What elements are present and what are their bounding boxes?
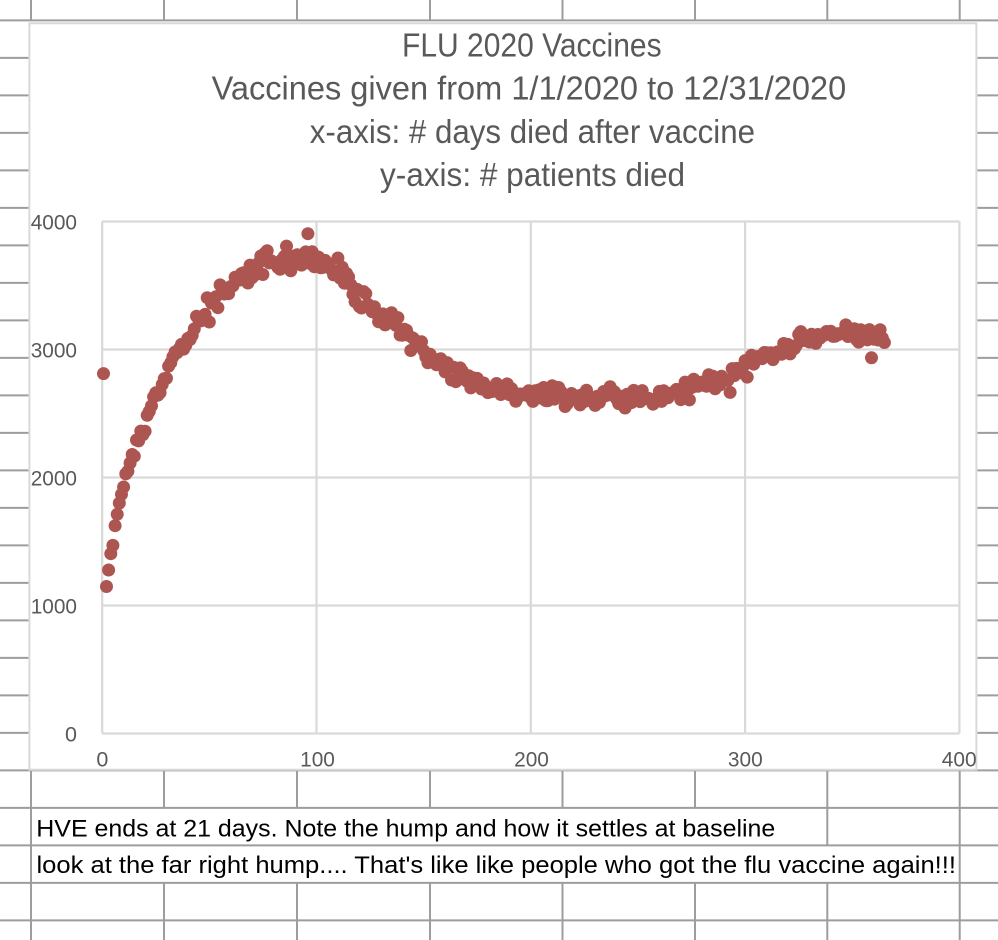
svg-text:3000: 3000 xyxy=(31,339,77,363)
svg-text:HVE ends at 21 days. Note the: HVE ends at 21 days. Note the hump and h… xyxy=(36,816,775,843)
svg-text:400: 400 xyxy=(942,747,977,771)
svg-text:200: 200 xyxy=(514,747,549,771)
svg-text:look at the far right hump....: look at the far right hump.... That's li… xyxy=(37,852,957,879)
svg-text:x-axis: # days died after vacc: x-axis: # days died after vaccine xyxy=(310,113,755,150)
svg-text:100: 100 xyxy=(300,747,335,771)
svg-text:4000: 4000 xyxy=(31,211,77,235)
svg-text:0: 0 xyxy=(65,723,77,747)
svg-text:1000: 1000 xyxy=(31,595,77,619)
svg-text:2000: 2000 xyxy=(31,467,77,491)
svg-text:300: 300 xyxy=(728,747,763,771)
svg-text:FLU 2020 Vaccines: FLU 2020 Vaccines xyxy=(402,26,662,63)
svg-text:Vaccines given from 1/1/2020 t: Vaccines given from 1/1/2020 to 12/31/20… xyxy=(212,70,847,107)
svg-text:0: 0 xyxy=(96,747,108,771)
svg-text:y-axis: # patients died: y-axis: # patients died xyxy=(380,156,685,193)
